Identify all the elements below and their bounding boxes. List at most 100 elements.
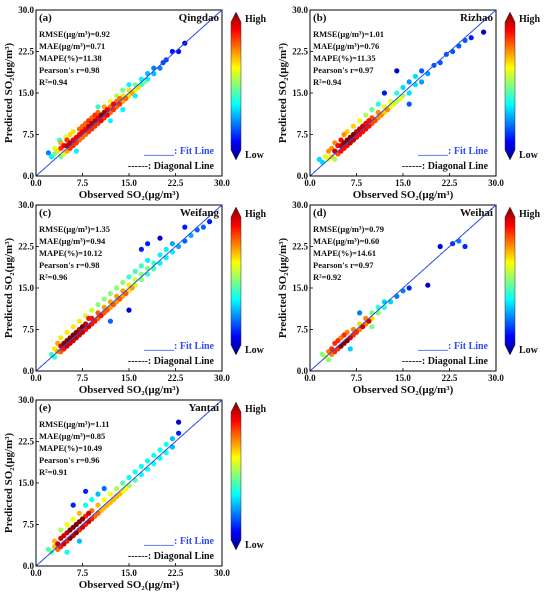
legend-diagonal-line: ------: Diagonal Line bbox=[128, 161, 215, 172]
stat-line: Pearson's r=0.96 bbox=[39, 455, 100, 465]
data-point bbox=[107, 318, 113, 324]
data-point bbox=[135, 84, 141, 91]
data-point bbox=[86, 510, 92, 516]
data-point bbox=[64, 521, 70, 528]
data-point bbox=[462, 37, 468, 44]
data-point bbox=[344, 338, 350, 344]
data-point bbox=[138, 472, 144, 478]
x-tick-label: 30.0 bbox=[214, 373, 230, 383]
y-tick-label: 0.0 bbox=[297, 366, 309, 376]
panel-weifang: 0.0 7.5 15.0 22.5 30.0 0.0 7.5 15.0 22.5 30.0 Obse… bbox=[3, 200, 267, 396]
x-tick-label: 15.0 bbox=[121, 568, 137, 578]
data-point bbox=[412, 82, 418, 88]
y-tick-label: 15.0 bbox=[292, 283, 308, 293]
x-tick-label: 7.5 bbox=[77, 178, 89, 188]
data-point bbox=[157, 65, 163, 71]
data-point bbox=[83, 488, 89, 494]
data-point bbox=[437, 243, 443, 250]
data-point bbox=[110, 101, 117, 107]
data-point bbox=[52, 354, 58, 360]
data-point bbox=[397, 95, 403, 102]
x-tick-label: 30.0 bbox=[214, 178, 230, 188]
data-point bbox=[163, 255, 169, 261]
data-point bbox=[79, 329, 86, 335]
data-point bbox=[200, 224, 206, 230]
data-point bbox=[406, 101, 412, 107]
data-point bbox=[64, 329, 70, 335]
data-point bbox=[86, 324, 92, 330]
data-point bbox=[375, 304, 381, 310]
colorbar bbox=[230, 11, 242, 161]
stat-line: MAPE(%)=10.12 bbox=[39, 248, 102, 258]
panel-weihai: 0.0 7.5 15.0 22.5 30.0 0.0 7.5 15.0 22.5 30.0 Obse… bbox=[277, 200, 541, 396]
data-point bbox=[157, 260, 163, 266]
data-point bbox=[79, 524, 86, 530]
data-point bbox=[120, 87, 126, 93]
y-tick-label: 15.0 bbox=[18, 88, 34, 98]
data-point bbox=[117, 95, 123, 102]
x-axis-label: Observed SO₂(μg/m³) bbox=[79, 579, 180, 591]
data-point bbox=[120, 107, 126, 113]
data-point bbox=[332, 148, 338, 154]
y-axis-label: Predicted SO₂(μg/m³) bbox=[277, 238, 289, 339]
fit-line bbox=[35, 9, 223, 177]
y-tick-label: 7.5 bbox=[23, 130, 35, 140]
data-point bbox=[117, 491, 123, 497]
data-point bbox=[419, 68, 425, 74]
x-axis-label: Observed SO₂(μg/m³) bbox=[353, 384, 454, 396]
data-point bbox=[406, 285, 412, 291]
data-point bbox=[369, 324, 375, 330]
data-point bbox=[319, 159, 325, 165]
x-tick-label: 7.5 bbox=[351, 373, 363, 383]
city-name: Weifang bbox=[180, 207, 220, 219]
data-point bbox=[350, 131, 356, 138]
data-point bbox=[381, 304, 387, 310]
data-point bbox=[369, 310, 375, 316]
data-point bbox=[70, 516, 76, 522]
data-point bbox=[138, 463, 144, 469]
fit-line bbox=[35, 399, 223, 567]
data-point bbox=[176, 430, 182, 436]
data-point bbox=[92, 318, 98, 324]
data-point bbox=[64, 549, 70, 555]
data-point bbox=[107, 491, 113, 497]
data-point bbox=[67, 140, 73, 146]
data-point bbox=[194, 227, 200, 233]
colorbar-high-label: High bbox=[519, 14, 541, 25]
data-point bbox=[151, 266, 157, 272]
data-point bbox=[347, 346, 353, 352]
data-point bbox=[425, 71, 431, 77]
y-axis-label: Predicted SO₂(μg/m³) bbox=[3, 43, 15, 144]
data-point bbox=[92, 118, 98, 124]
data-point bbox=[176, 48, 182, 55]
colorbar-high-label: High bbox=[245, 209, 267, 220]
data-point bbox=[437, 60, 443, 66]
x-tick-label: 7.5 bbox=[77, 373, 89, 383]
data-point bbox=[169, 444, 175, 450]
city-name: Rizhao bbox=[460, 12, 494, 24]
data-point bbox=[145, 266, 151, 272]
data-point bbox=[207, 219, 213, 225]
data-point bbox=[107, 290, 113, 297]
data-point bbox=[335, 338, 341, 344]
data-point bbox=[67, 535, 73, 541]
data-point bbox=[145, 271, 151, 277]
data-point bbox=[95, 104, 101, 110]
data-point bbox=[163, 441, 169, 447]
data-point bbox=[169, 48, 175, 55]
x-tick-label: 0.0 bbox=[304, 178, 316, 188]
stat-line: R²=0.94 bbox=[39, 77, 68, 87]
data-point bbox=[366, 123, 372, 129]
x-axis-label: Observed SO₂(μg/m³) bbox=[79, 384, 180, 396]
stat-line: Pearson's r=0.97 bbox=[313, 260, 374, 270]
panel-yantai: 0.0 7.5 15.0 22.5 30.0 0.0 7.5 15.0 22.5 30.0 Obse… bbox=[3, 395, 267, 591]
city-name: Qingdao bbox=[179, 12, 220, 24]
data-point bbox=[366, 318, 372, 324]
stat-line: MAE(μg/m³)=0.60 bbox=[313, 236, 379, 246]
data-point bbox=[151, 260, 157, 266]
data-point bbox=[107, 118, 113, 124]
data-point bbox=[145, 71, 151, 77]
data-point bbox=[58, 335, 64, 341]
x-tick-label: 7.5 bbox=[77, 568, 89, 578]
